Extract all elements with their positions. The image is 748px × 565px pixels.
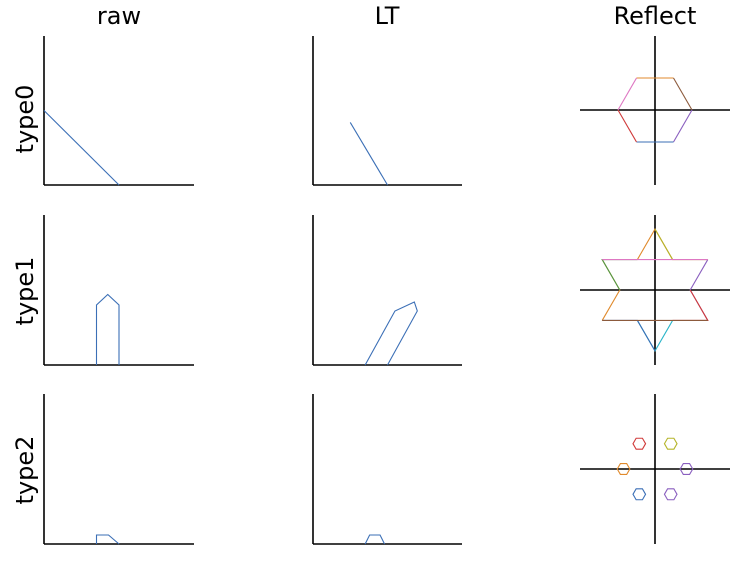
row-title-type0: type0	[11, 85, 39, 154]
panels	[43, 36, 730, 545]
series-type2-reflect-4	[632, 488, 647, 501]
column-title-raw: raw	[97, 2, 141, 30]
series-type2-raw-0	[95, 534, 120, 545]
series-type0-reflect-5	[617, 77, 637, 111]
series-type0-LT-0	[349, 122, 388, 186]
series-type1-LT-0	[364, 301, 418, 366]
series-type2-reflect-1	[663, 437, 678, 450]
series-type1-reflect-7	[601, 259, 638, 291]
series-type2-reflect-2	[679, 463, 694, 475]
series-type0-reflect-4	[617, 109, 637, 143]
row-title-type1: type1	[11, 257, 39, 326]
series-type2-LT-0	[364, 534, 386, 545]
row-title-type2: type2	[11, 436, 39, 505]
series-type1-reflect-1	[654, 228, 708, 261]
series-type2-reflect-3	[616, 463, 631, 475]
column-title-reflect: Reflect	[614, 2, 697, 30]
series-type1-raw-0	[95, 293, 120, 365]
column-title-lt: LT	[375, 2, 400, 30]
series-type0-reflect-2	[673, 109, 693, 143]
series-type2-reflect-5	[663, 488, 678, 501]
series-type1-reflect-3	[672, 289, 709, 321]
series-type2-reflect-0	[632, 437, 647, 450]
series-type1-reflect-5	[602, 319, 656, 352]
series-type0-reflect-1	[673, 77, 693, 111]
series-type0-raw-0	[43, 110, 120, 186]
